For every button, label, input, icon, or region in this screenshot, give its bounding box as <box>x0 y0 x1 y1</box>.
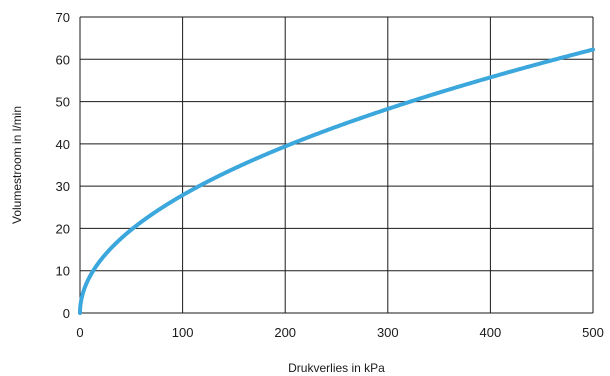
y-tick-label: 20 <box>56 221 70 236</box>
x-tick-label: 0 <box>76 325 83 340</box>
x-axis-label: Drukverlies in kPa <box>288 361 385 375</box>
x-tick-label: 200 <box>274 325 296 340</box>
ticks: 0 100 200 300 400 500 0 10 20 30 40 50 60 70 <box>56 10 604 340</box>
x-tick-label: 500 <box>582 325 604 340</box>
y-tick-label: 0 <box>63 306 70 321</box>
y-axis-label: Volumestroom in l/min <box>10 106 24 224</box>
y-tick-label: 10 <box>56 264 70 279</box>
y-tick-label: 60 <box>56 52 70 67</box>
series-line <box>78 47 595 315</box>
x-tick-label: 400 <box>480 325 502 340</box>
y-tick-label: 50 <box>56 95 70 110</box>
series-layer <box>78 47 595 315</box>
y-tick-label: 40 <box>56 137 70 152</box>
y-tick-label: 70 <box>56 10 70 25</box>
grid <box>79 16 594 314</box>
y-tick-label: 30 <box>56 179 70 194</box>
x-tick-label: 100 <box>172 325 194 340</box>
x-tick-label: 300 <box>377 325 399 340</box>
